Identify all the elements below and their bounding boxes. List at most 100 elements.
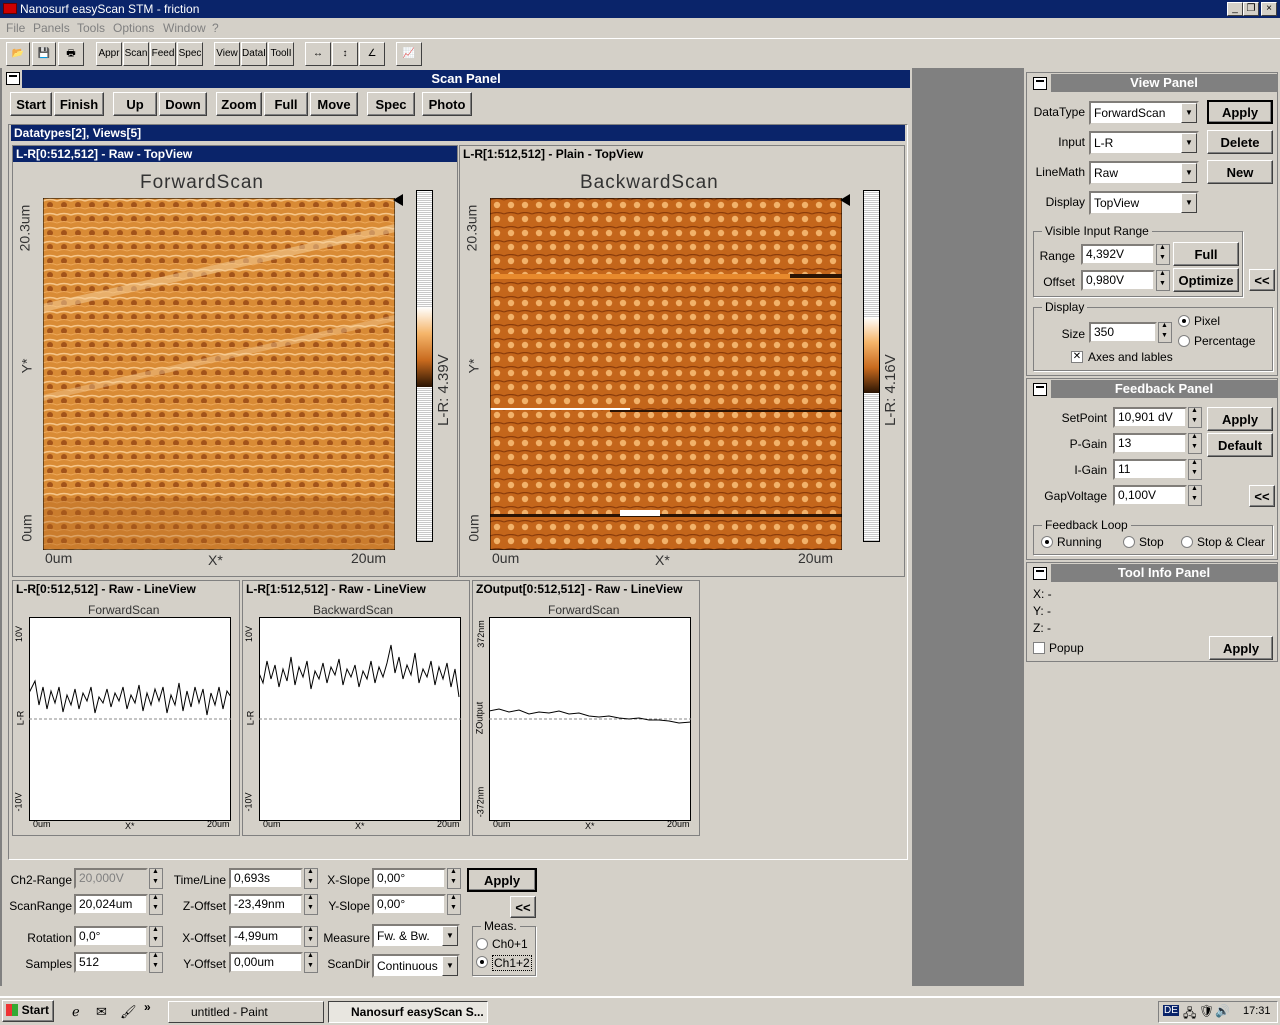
feedback-panel-menu-icon[interactable] [1033,383,1047,396]
maximize-button[interactable]: ❐ [1243,2,1259,16]
gapvoltage-spinner[interactable] [1188,485,1202,506]
setpoint-field[interactable]: 10,901 dV [1113,407,1187,428]
toolbar-datai[interactable]: DataI [241,42,267,66]
running-radio[interactable] [1041,536,1053,548]
timeline-field[interactable]: 0,693s [229,868,303,889]
stop-radio[interactable] [1123,536,1135,548]
scanrange-field[interactable]: 20,024um [74,894,148,915]
topview-forward[interactable]: L-R[0:512,512] - Raw - TopView ForwardSc… [12,145,458,577]
feedback-apply-button[interactable]: Apply [1207,407,1273,431]
chevron-down-icon[interactable]: ▼ [1181,103,1197,123]
scan-panel-menu-icon[interactable] [6,72,20,85]
menu-options[interactable]: Options [113,21,155,35]
minimize-button[interactable]: _ [1227,2,1243,16]
optimize-button[interactable]: Optimize [1173,268,1239,292]
scanrange-spinner[interactable] [149,894,163,915]
paint-icon[interactable]: 🖌 [120,1004,137,1019]
chevron-down-icon[interactable]: ▼ [1181,193,1197,213]
task-paint[interactable]: untitled - Paint [168,1001,324,1023]
size-field[interactable]: 350 [1089,322,1157,343]
toolbar-appr[interactable]: Appr [96,42,122,66]
lineview-forward[interactable]: L-R[0:512,512] - Raw - LineView ForwardS… [12,580,240,836]
outlook-icon[interactable]: ✉ [96,1004,107,1019]
axes-checkbox[interactable]: ✕ [1071,351,1083,363]
input-select[interactable]: L-R ▼ [1089,131,1199,155]
meas-ch01-radio[interactable] [476,938,488,950]
down-button[interactable]: Down [159,92,207,116]
line-plot[interactable] [29,617,231,821]
offset-spinner[interactable] [1156,270,1170,291]
size-spinner[interactable] [1158,322,1172,343]
open-icon[interactable]: 📂 [6,42,30,66]
lineview-backward[interactable]: L-R[1:512,512] - Raw - LineView Backward… [242,580,470,836]
toolbar-spec[interactable]: Spec [177,42,203,66]
samples-spinner[interactable] [149,952,163,973]
pixel-radio[interactable] [1178,315,1190,327]
move-button[interactable]: Move [310,92,358,116]
full-range-button[interactable]: Full [1173,242,1239,266]
yslope-field[interactable]: 0,00° [372,894,446,915]
params-apply-button[interactable]: Apply [467,868,537,892]
xslope-spinner[interactable] [447,868,461,889]
linemath-select[interactable]: Raw ▼ [1089,161,1199,185]
zoom-button[interactable]: Zoom [216,92,262,116]
toolbar-feed[interactable]: Feed [150,42,176,66]
measure-angle-icon[interactable]: ∠ [359,42,385,66]
volume-icon[interactable]: 🔊 [1215,1004,1230,1018]
chart-icon[interactable]: 📈 [396,42,422,66]
line-plot[interactable] [259,617,461,821]
view-delete-button[interactable]: Delete [1207,130,1273,154]
photo-button[interactable]: Photo [422,92,472,116]
forward-scan-image[interactable] [43,198,395,550]
colorbar-marker-icon[interactable] [840,194,850,206]
xoffset-field[interactable]: -4,99um [229,926,303,947]
xoffset-spinner[interactable] [304,926,318,947]
samples-field[interactable]: 512 [74,952,148,973]
topview-backward[interactable]: L-R[1:512,512] - Plain - TopView Backwar… [459,145,905,577]
toolbar-scan[interactable]: Scan [123,42,149,66]
yslope-spinner[interactable] [447,894,461,915]
finish-button[interactable]: Finish [54,92,104,116]
measure-height-icon[interactable]: ↕ [332,42,358,66]
view-collapse-button[interactable]: << [1249,269,1275,291]
tool-info-apply-button[interactable]: Apply [1209,636,1273,660]
display-select[interactable]: TopView ▼ [1089,191,1199,215]
feedback-default-button[interactable]: Default [1207,433,1273,457]
chevron-down-icon[interactable]: ▼ [442,926,458,946]
antivirus-icon[interactable]: 🛡 [1199,1004,1215,1018]
igain-spinner[interactable] [1188,459,1202,480]
save-icon[interactable]: 💾 [32,42,56,66]
menu-panels[interactable]: Panels [33,21,70,35]
range-spinner[interactable] [1156,244,1170,265]
menu-window[interactable]: Window [163,21,206,35]
start-button[interactable]: Start [10,92,52,116]
scandir-select[interactable]: Continuous ▼ [372,954,460,978]
network-icon[interactable]: 🖧 [1183,1006,1197,1020]
chevron-down-icon[interactable]: ▼ [1181,163,1197,183]
igain-field[interactable]: 11 [1113,459,1187,480]
full-button[interactable]: Full [264,92,308,116]
yoffset-spinner[interactable] [304,952,318,973]
rotation-field[interactable]: 0,0° [74,926,148,947]
timeline-spinner[interactable] [304,868,318,889]
params-collapse-button[interactable]: << [510,896,536,918]
chevron-down-icon[interactable]: ▼ [1181,133,1197,153]
rotation-spinner[interactable] [149,926,163,947]
range-field[interactable]: 4,392V [1081,244,1155,265]
view-new-button[interactable]: New [1207,160,1273,184]
lineview-zoutput[interactable]: ZOutput[0:512,512] - Raw - LineView Forw… [472,580,700,836]
spec-button[interactable]: Spec [367,92,415,116]
print-icon[interactable]: 🖶 [58,42,84,66]
offset-field[interactable]: 0,980V [1081,270,1155,291]
view-panel-menu-icon[interactable] [1033,77,1047,90]
datatype-select[interactable]: ForwardScan ▼ [1089,101,1199,125]
view-apply-button[interactable]: Apply [1207,100,1273,124]
percentage-radio[interactable] [1178,335,1190,347]
toolbar-view[interactable]: View [214,42,240,66]
line-plot[interactable] [489,617,691,821]
gapvoltage-field[interactable]: 0,100V [1113,485,1187,506]
menu-help[interactable]: ? [212,21,219,35]
up-button[interactable]: Up [113,92,157,116]
zoffset-spinner[interactable] [304,894,318,915]
ie-icon[interactable]: ℯ [72,1004,80,1019]
